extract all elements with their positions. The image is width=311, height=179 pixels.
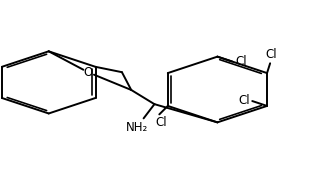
Text: Cl: Cl bbox=[155, 116, 167, 129]
Text: Cl: Cl bbox=[235, 55, 247, 68]
Text: Cl: Cl bbox=[265, 48, 277, 61]
Text: NH₂: NH₂ bbox=[126, 121, 149, 134]
Text: Cl: Cl bbox=[238, 94, 250, 107]
Text: O: O bbox=[84, 66, 93, 79]
